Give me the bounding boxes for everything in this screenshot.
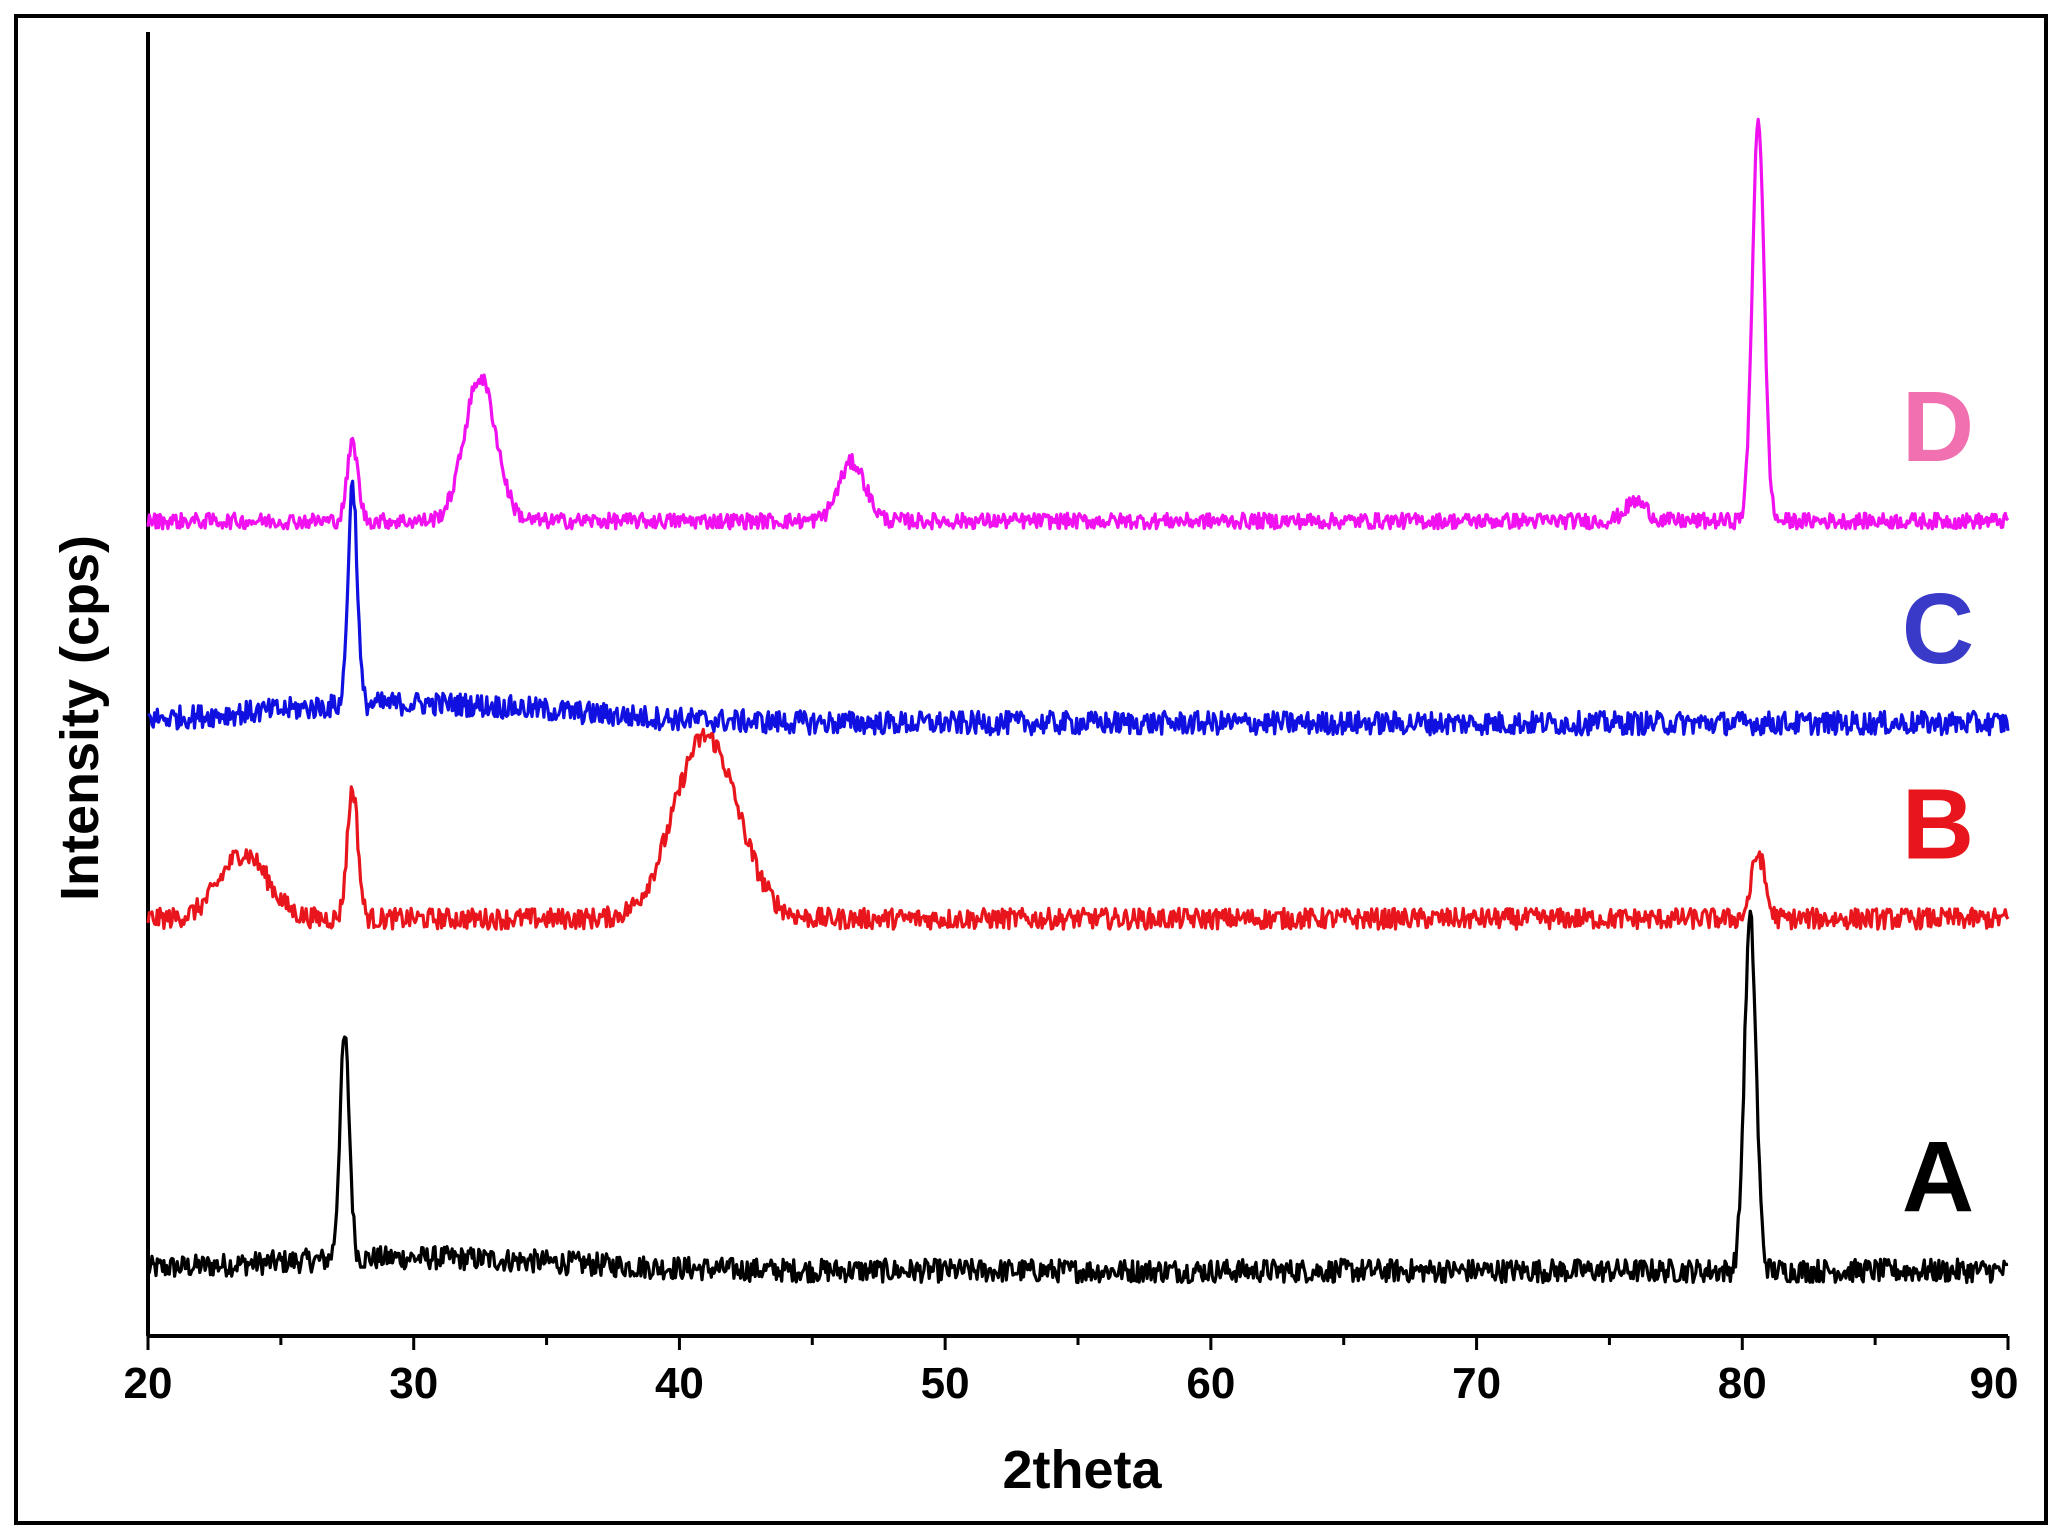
series-A-label: A: [1902, 1121, 1974, 1233]
series-C-line: [146, 479, 2010, 737]
axes: [146, 32, 2008, 1338]
series-D-line: [146, 117, 2010, 531]
series-labels: A BCD: [1902, 371, 1974, 1233]
series-C-label: C: [1902, 573, 1974, 685]
x-tick-label-50: 50: [921, 1359, 970, 1408]
y-axis-title: Intensity (cps): [50, 535, 110, 901]
x-ticks: [146, 1336, 2010, 1350]
x-axis-title: 2theta: [1002, 1440, 1162, 1500]
x-tick-label-60: 60: [1186, 1359, 1235, 1408]
x-tick-labels: 20 30 40 50 60 70 80 90: [124, 1359, 2019, 1408]
series-A-line: [146, 909, 2009, 1285]
x-tick-label-40: 40: [655, 1359, 704, 1408]
xrd-chart: 20 30 40 50 60 70 80 90 A BCD 2theta Intensity (…: [50, 32, 2019, 1500]
series-B-label: B: [1902, 769, 1974, 881]
series-B-line: [146, 727, 2010, 931]
series-D-label: D: [1902, 371, 1974, 483]
x-tick-label-30: 30: [389, 1359, 438, 1408]
x-tick-label-70: 70: [1452, 1359, 1501, 1408]
x-tick-label-20: 20: [124, 1359, 173, 1408]
x-tick-label-90: 90: [1970, 1359, 2019, 1408]
x-tick-label-80: 80: [1718, 1359, 1767, 1408]
traces: [146, 117, 2010, 1285]
